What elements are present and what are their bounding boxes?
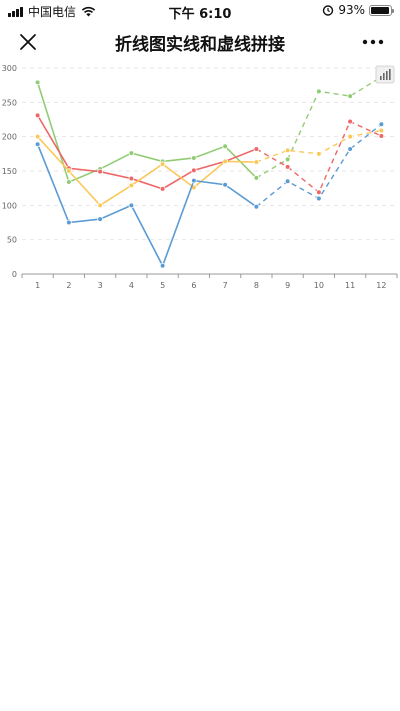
data-point [66,179,72,185]
y-tick-label: 250 [2,98,17,107]
data-point [378,133,385,139]
data-point [97,168,103,175]
data-point [347,118,353,125]
x-tick-label: 12 [376,281,386,290]
data-point [316,151,322,157]
more-icon[interactable] [360,30,386,54]
data-point [128,182,135,189]
data-point [34,112,41,119]
y-tick-label: 100 [2,201,17,210]
data-point [378,121,385,128]
data-point [284,147,291,154]
data-point [253,146,260,152]
status-bar: 中国电信 下午 6:10 93% [0,0,400,22]
y-tick-label: 150 [2,167,17,176]
close-icon[interactable] [16,30,40,54]
carrier-label: 中国电信 [28,5,77,19]
series-4 [34,121,385,269]
data-point [128,150,135,156]
x-tick-label: 9 [285,281,290,290]
data-point [253,203,260,210]
y-tick-label: 50 [7,236,17,245]
data-point [253,175,260,181]
data-point [128,175,135,182]
data-point [97,202,103,209]
data-point [378,127,385,134]
data-point [191,177,197,184]
series-solid-line [36,82,257,184]
data-point [316,189,322,196]
data-point [347,133,353,140]
x-tick-label: 10 [314,281,324,290]
y-tick-label: 300 [2,64,17,73]
data-point [159,262,166,269]
x-tick-label: 3 [98,281,103,290]
series-layer [34,74,385,269]
x-tick-label: 11 [345,281,355,290]
data-point [34,133,41,140]
battery-percent: 93% [338,3,365,17]
status-right: 93% [322,3,394,17]
wifi-icon [81,6,96,17]
data-point [66,168,72,174]
nav-bar: 折线图实线和虚线拼接 [0,22,400,62]
data-point [253,159,260,165]
y-tick-label: 200 [2,133,17,142]
x-tick-label: 2 [66,281,71,290]
data-point [316,88,322,95]
data-point [66,219,72,226]
data-point [34,79,41,86]
data-point [347,146,353,152]
series-solid-line [36,143,257,268]
bar-chart-switch-icon[interactable] [375,65,395,84]
data-point [347,93,353,99]
data-point [222,181,228,188]
data-point [159,186,166,192]
chart-container: 0 50 100 150 200 250 300 1 2 3 4 5 6 7 8 9 10 11 12 [0,62,400,290]
status-left: 中国电信 [8,3,96,20]
grid-layer [22,67,397,241]
x-tick-label: 8 [254,281,259,290]
series-dashed-line [256,120,382,194]
data-point [222,158,228,165]
data-point [191,167,197,174]
data-point [284,156,291,163]
y-tick-label: 0 [12,270,17,279]
data-point [191,155,197,161]
x-tick-label: 6 [191,281,196,290]
data-point [316,195,322,202]
data-point [284,164,291,170]
signal-icon [8,6,23,17]
battery-icon [369,4,394,16]
data-point [97,216,103,222]
series-solid-line [37,136,257,207]
x-tick-label: 5 [160,281,165,290]
alarm-icon [323,5,334,16]
x-tick-label: 4 [129,281,134,290]
battery-fill [371,6,389,14]
x-tick-label: 7 [223,281,228,290]
data-point [159,161,166,167]
series-1 [34,74,385,185]
series-solid-line [36,114,257,190]
x-tick-label: 1 [35,281,40,290]
data-point [128,202,135,209]
series-3 [34,127,385,209]
data-point [284,178,291,185]
series-dashed-line [256,129,382,163]
data-point [222,143,228,150]
page-title: 折线图实线和虚线拼接 [115,35,285,55]
data-point [34,141,41,148]
series-2 [34,112,385,196]
